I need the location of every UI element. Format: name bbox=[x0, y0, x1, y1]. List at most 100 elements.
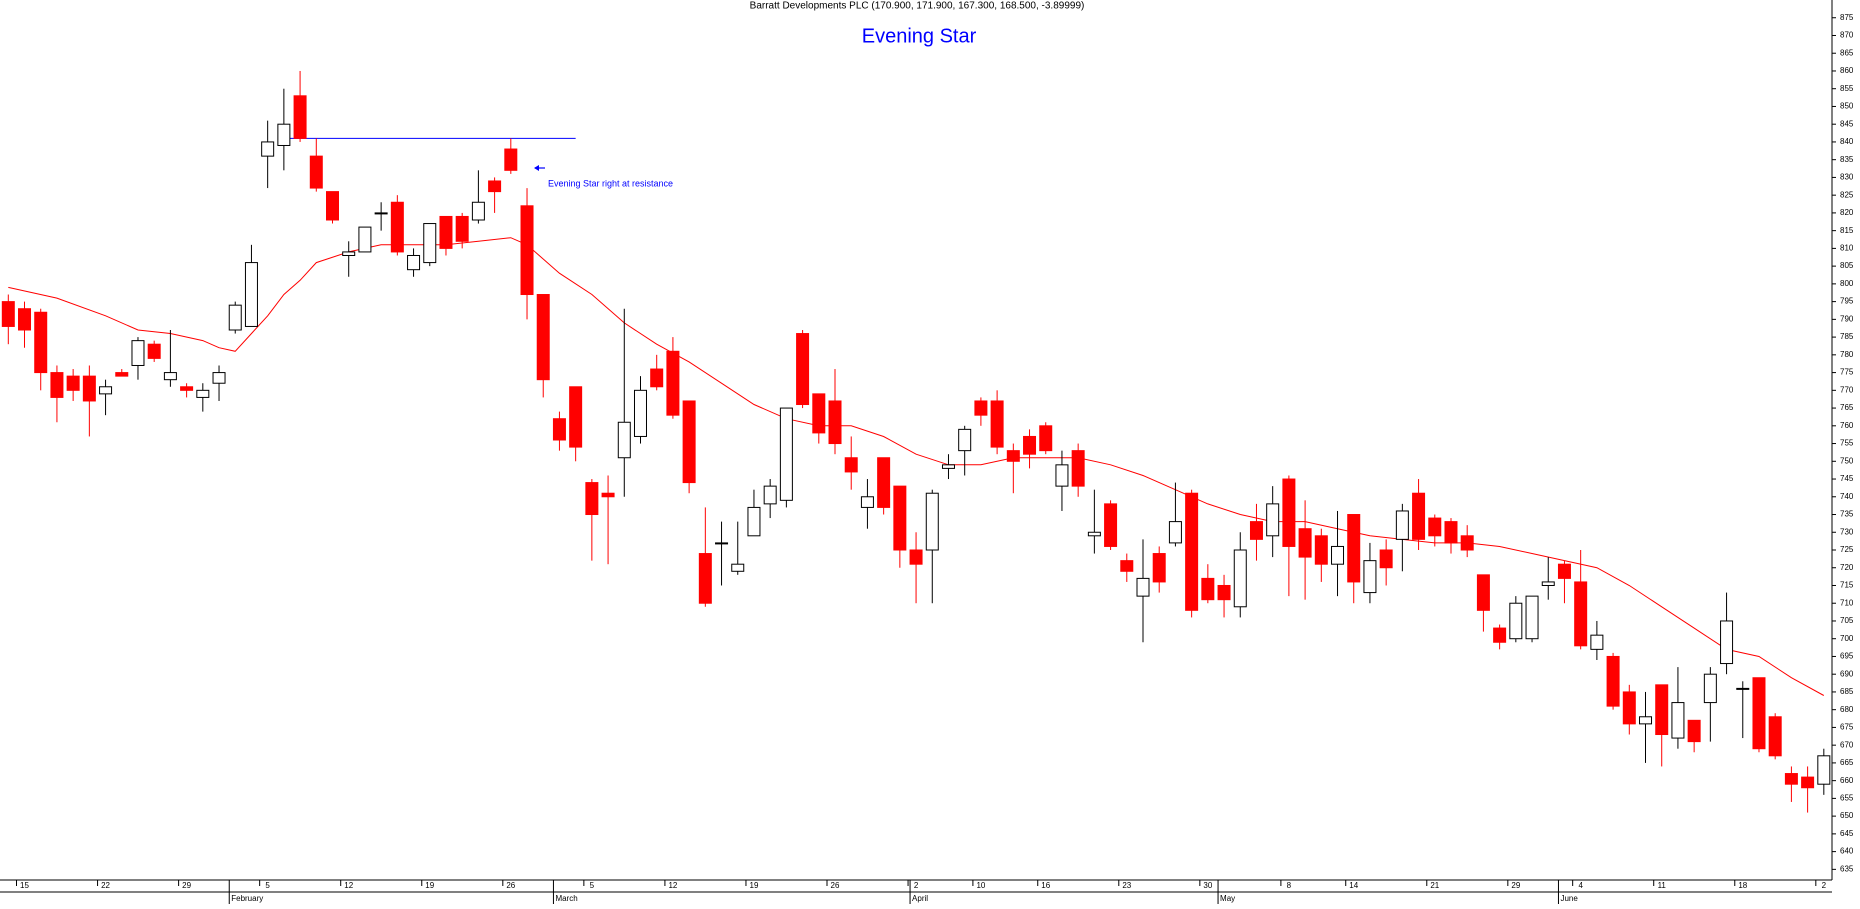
candle-body bbox=[828, 400, 842, 445]
candle-body bbox=[1071, 450, 1085, 487]
candle-body bbox=[1817, 755, 1831, 785]
y-tick-label: 645 bbox=[1840, 829, 1854, 838]
annotation-arrow bbox=[534, 165, 545, 171]
month-label: June bbox=[1560, 894, 1578, 903]
x-tick-label: 19 bbox=[425, 881, 434, 890]
candle-body bbox=[1023, 435, 1037, 455]
y-tick-label: 780 bbox=[1840, 350, 1854, 359]
y-tick-label: 800 bbox=[1840, 279, 1854, 288]
candle-body bbox=[1314, 535, 1328, 565]
candle-body bbox=[617, 421, 631, 459]
candle-body bbox=[715, 542, 729, 545]
candle-body bbox=[1347, 514, 1361, 583]
x-tick-label: 4 bbox=[1578, 881, 1583, 890]
candle-body bbox=[99, 386, 113, 395]
candle-body bbox=[1622, 691, 1636, 725]
candle-body bbox=[455, 215, 469, 242]
candle-body bbox=[925, 492, 939, 551]
candle-body bbox=[569, 386, 583, 448]
x-tick-label: 16 bbox=[1041, 881, 1050, 890]
candle-body bbox=[1720, 620, 1734, 665]
x-tick-label: 29 bbox=[182, 881, 191, 890]
candle-body bbox=[1363, 560, 1377, 594]
candle-body bbox=[1655, 684, 1669, 736]
candle-body bbox=[471, 201, 485, 221]
candle-body bbox=[309, 155, 323, 189]
x-tick-label: 19 bbox=[750, 881, 759, 890]
month-label: May bbox=[1220, 894, 1235, 903]
y-tick-label: 655 bbox=[1840, 793, 1854, 802]
candle-body bbox=[439, 215, 453, 249]
candle-body bbox=[893, 485, 907, 551]
x-tick-label: 11 bbox=[1658, 881, 1667, 890]
candle-body bbox=[374, 212, 388, 215]
moving-average bbox=[8, 237, 1825, 696]
y-tick-label: 750 bbox=[1840, 456, 1854, 465]
y-tick-label: 755 bbox=[1840, 439, 1854, 448]
candle-body bbox=[585, 482, 599, 516]
x-tick-label: 14 bbox=[1349, 881, 1358, 890]
candle-body bbox=[536, 294, 550, 381]
candle-body bbox=[877, 457, 891, 508]
candle-body bbox=[1428, 517, 1442, 537]
y-tick-label: 865 bbox=[1840, 48, 1854, 57]
y-tick-label: 670 bbox=[1840, 740, 1854, 749]
candle-body bbox=[244, 262, 258, 327]
x-tick-label: 18 bbox=[1738, 881, 1747, 890]
candle-body bbox=[1039, 425, 1053, 452]
candle-body bbox=[1525, 595, 1539, 640]
y-tick-label: 740 bbox=[1840, 492, 1854, 501]
candle-body bbox=[1541, 581, 1555, 586]
candle-body bbox=[520, 205, 534, 296]
month-label: March bbox=[555, 894, 577, 903]
candle-body bbox=[488, 180, 502, 193]
y-tick-label: 845 bbox=[1840, 119, 1854, 128]
candle-body bbox=[1768, 716, 1782, 757]
y-tick-label: 870 bbox=[1840, 31, 1854, 40]
x-tick-label: 23 bbox=[1122, 881, 1131, 890]
y-tick-label: 745 bbox=[1840, 474, 1854, 483]
candle-body bbox=[50, 372, 64, 398]
y-tick-label: 785 bbox=[1840, 332, 1854, 341]
candle-body bbox=[504, 148, 518, 171]
y-tick-label: 635 bbox=[1840, 864, 1854, 873]
candle-body bbox=[552, 418, 566, 441]
y-tick-label: 770 bbox=[1840, 385, 1854, 394]
y-tick-label: 735 bbox=[1840, 510, 1854, 519]
candle-body bbox=[1639, 716, 1653, 725]
y-tick-label: 840 bbox=[1840, 137, 1854, 146]
candle-body bbox=[1006, 450, 1020, 462]
candle-body bbox=[115, 372, 129, 377]
candle-body bbox=[326, 191, 339, 221]
x-tick-label: 22 bbox=[101, 881, 110, 890]
x-tick-label: 10 bbox=[976, 881, 985, 890]
x-tick-label: 12 bbox=[668, 881, 677, 890]
candle-body bbox=[941, 464, 955, 469]
candle-body bbox=[1233, 549, 1247, 608]
x-tick-label: 15 bbox=[20, 881, 29, 890]
candle-body bbox=[1331, 545, 1345, 565]
candle-body bbox=[958, 428, 972, 452]
candle-body bbox=[1606, 655, 1620, 707]
candle-body bbox=[1509, 602, 1523, 640]
candle-body bbox=[390, 201, 404, 253]
y-tick-label: 660 bbox=[1840, 776, 1854, 785]
candle-body bbox=[1703, 673, 1717, 704]
x-tick-label: 12 bbox=[344, 881, 353, 890]
y-tick-label: 705 bbox=[1840, 616, 1854, 625]
candle-body bbox=[1493, 627, 1507, 643]
candle-body bbox=[1104, 503, 1118, 547]
y-tick-label: 825 bbox=[1840, 190, 1854, 199]
x-tick-label: 2 bbox=[914, 881, 919, 890]
candle-body bbox=[261, 141, 275, 157]
x-tick-label: 21 bbox=[1430, 881, 1439, 890]
y-tick-label: 775 bbox=[1840, 368, 1854, 377]
candle-body bbox=[423, 223, 437, 264]
y-tick-label: 820 bbox=[1840, 208, 1854, 217]
y-tick-label: 815 bbox=[1840, 226, 1854, 235]
candle-body bbox=[1298, 528, 1312, 558]
y-tick-label: 860 bbox=[1840, 66, 1854, 75]
candle-body bbox=[601, 492, 615, 498]
